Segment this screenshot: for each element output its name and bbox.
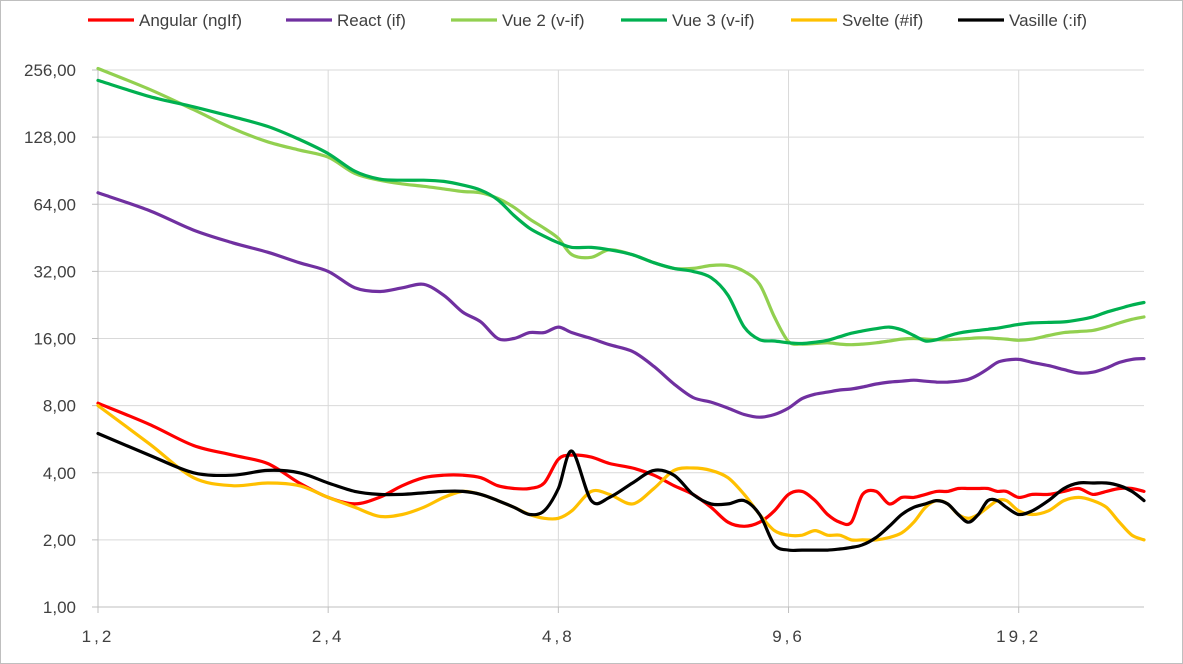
series-line-svelte-if <box>96 404 1146 542</box>
y-tick-label: 2,00 <box>43 531 76 550</box>
y-tick-label: 1,00 <box>43 598 76 617</box>
series-line-vue-3-v-if <box>96 78 1146 346</box>
x-tick-label: 1,2 <box>82 627 115 646</box>
legend: Angular (ngIf) React (if) Vue 2 (v-if) Vue … <box>88 11 1087 30</box>
y-tick-label: 32,00 <box>33 262 76 281</box>
axes <box>92 68 1144 613</box>
series-line-angular-ngif <box>96 401 1146 528</box>
series-line-react-if <box>96 191 1146 419</box>
y-tick-label: 16,00 <box>33 330 76 349</box>
x-tick-label: 19,2 <box>996 627 1041 646</box>
legend-label-svelte-if: Svelte (#if) <box>842 11 923 30</box>
legend-label-vasille-if: Vasille (:if) <box>1009 11 1087 30</box>
series-lines <box>96 66 1146 553</box>
y-tick-label: 256,00 <box>24 61 76 80</box>
legend-label-vue-3-v-if: Vue 3 (v-if) <box>672 11 755 30</box>
y-tick-label: 8,00 <box>43 397 76 416</box>
legend-label-angular-ngif: Angular (ngIf) <box>139 11 242 30</box>
y-tick-label: 64,00 <box>33 195 76 214</box>
x-tick-label: 4,8 <box>542 627 575 646</box>
y-axis-tick-labels: 1,00 2,00 4,00 8,00 16,00 32,00 64,00 128,00 256… <box>24 61 76 617</box>
x-tick-label: 9,6 <box>772 627 805 646</box>
legend-label-vue-2-v-if: Vue 2 (v-if) <box>502 11 585 30</box>
legend-label-react-if: React (if) <box>337 11 406 30</box>
series-line-vue-2-v-if <box>96 66 1146 347</box>
x-tick-label: 2,4 <box>312 627 345 646</box>
x-axis-tick-labels: 1,2 2,4 4,8 9,6 19,2 <box>82 627 1041 646</box>
y-tick-label: 128,00 <box>24 128 76 147</box>
series-line-vasille-if <box>96 431 1146 553</box>
gridlines <box>98 69 1144 607</box>
y-tick-label: 4,00 <box>43 464 76 483</box>
